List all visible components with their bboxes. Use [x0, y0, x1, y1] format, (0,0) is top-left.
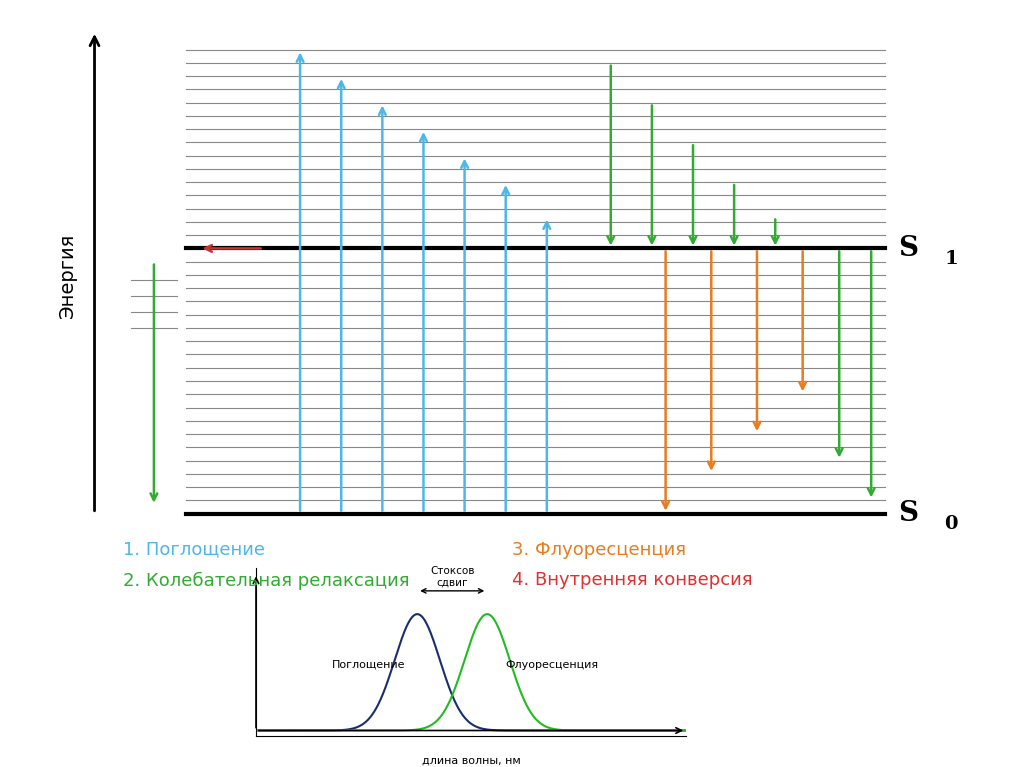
- Text: 1: 1: [944, 250, 958, 268]
- Text: 3. Флуоресценция: 3. Флуоресценция: [512, 541, 686, 558]
- Text: 4. Внутренняя конверсия: 4. Внутренняя конверсия: [512, 571, 753, 589]
- Text: S: S: [899, 235, 919, 262]
- Text: 0: 0: [944, 515, 957, 533]
- Text: S: S: [899, 500, 919, 527]
- Text: 1. Поглощение: 1. Поглощение: [123, 541, 265, 558]
- Text: Энергия: Энергия: [57, 232, 77, 318]
- Text: 2. Колебательная релаксация: 2. Колебательная релаксация: [123, 571, 410, 590]
- Text: длина волны, нм: длина волны, нм: [422, 756, 520, 766]
- Text: Флуоресценция: Флуоресценция: [505, 660, 598, 670]
- Text: Стоксов
сдвиг: Стоксов сдвиг: [430, 566, 474, 588]
- Text: Поглощение: Поглощение: [332, 660, 406, 670]
